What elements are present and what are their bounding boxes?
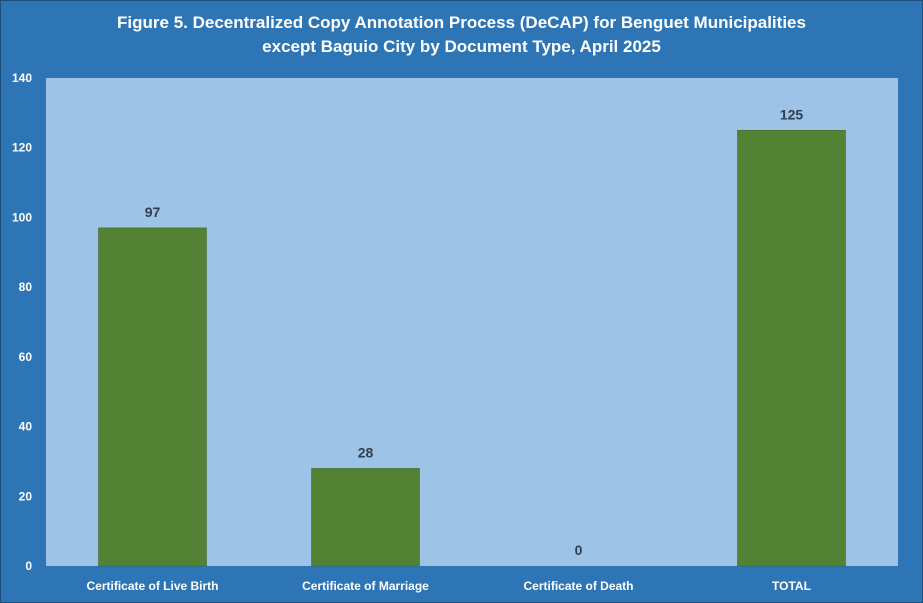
x-category-label: Certificate of Death — [523, 579, 633, 593]
y-tick-label: 120 — [12, 141, 32, 155]
y-tick-label: 40 — [19, 420, 33, 434]
y-tick-label: 0 — [25, 559, 32, 573]
x-category-label: TOTAL — [772, 579, 811, 593]
bar — [311, 468, 420, 567]
bar-data-label: 125 — [780, 106, 804, 122]
y-tick-label: 140 — [12, 71, 32, 85]
bar-data-label: 0 — [575, 542, 583, 558]
y-tick-label: 80 — [19, 280, 33, 294]
y-tick-label: 100 — [12, 210, 32, 224]
bar — [98, 227, 207, 567]
chart-title: Figure 5. Decentralized Copy Annotation … — [1, 11, 922, 59]
bar-data-label: 97 — [145, 204, 161, 220]
y-tick-label: 20 — [19, 489, 33, 503]
x-category-label: Certificate of Live Birth — [86, 579, 218, 593]
bar — [737, 130, 846, 567]
bar-data-label: 28 — [358, 444, 374, 460]
chart-title-line-1: Figure 5. Decentralized Copy Annotation … — [117, 13, 806, 32]
chart-title-line-2: except Baguio City by Document Type, Apr… — [262, 37, 661, 56]
y-tick-label: 60 — [19, 350, 33, 364]
x-category-label: Certificate of Marriage — [302, 579, 429, 593]
